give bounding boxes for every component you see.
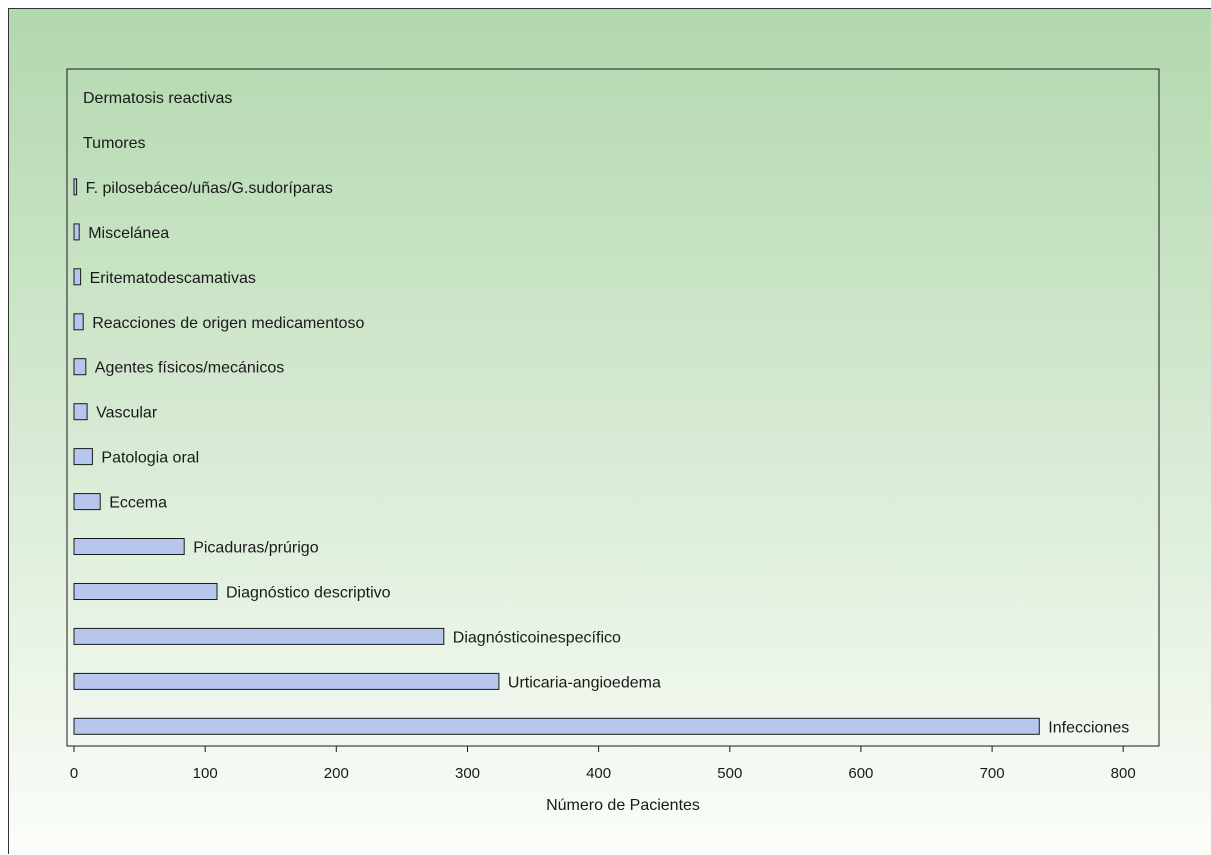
bar-label: Eccema [109, 495, 167, 512]
bar [73, 358, 87, 376]
bar [73, 223, 80, 241]
bar [73, 403, 88, 421]
bar [73, 583, 218, 600]
bar-label: Eritematodescamativas [90, 270, 256, 287]
bar-label: Picaduras/prúrigo [193, 540, 319, 557]
bar [73, 448, 93, 466]
bar-label: Infecciones [1048, 719, 1129, 736]
bar-label: Patologia oral [101, 450, 199, 467]
bar [73, 627, 445, 645]
x-tick-label: 600 [848, 765, 873, 782]
bar [73, 538, 185, 555]
bar [73, 493, 101, 511]
bar-label: Vascular [96, 405, 158, 422]
x-axis-title: Número de Pacientes [546, 797, 700, 814]
plot-area-frame [66, 68, 1160, 747]
bar-label: F. pilosebáceo/uñas/G.sudoríparas [86, 180, 333, 197]
bar-label: Miscelánea [88, 225, 169, 242]
bar-chart: Dermatosis reactivas Tumores F. pilosebáce… [66, 68, 1160, 814]
bar-label: Diagnóstico descriptivo [226, 585, 391, 602]
x-tick-label: 0 [70, 765, 78, 782]
x-tick-label: 700 [980, 765, 1005, 782]
bar [73, 672, 500, 690]
bars-group [73, 178, 1040, 735]
x-axis-ticks: 0 100 200 300 400 500 600 700 800 [70, 746, 1136, 782]
x-tick-label: 200 [324, 765, 349, 782]
bar-label: Diagnósticoinespecífico [453, 629, 621, 646]
bar [73, 268, 82, 286]
bar [73, 717, 1040, 735]
bar-label: Reacciones de origen medicamentoso [92, 315, 364, 332]
bar-label: Agentes físicos/mecánicos [95, 360, 284, 377]
bar-labels-group: Dermatosis reactivas Tumores F. pilosebáce… [83, 90, 1129, 736]
bar [73, 178, 78, 196]
bar-label: Tumores [83, 135, 146, 152]
x-tick-label: 300 [455, 765, 480, 782]
x-tick-label: 400 [586, 765, 611, 782]
chart-figure: Dermatosis reactivas Tumores F. pilosebáce… [8, 8, 1211, 854]
bar-label: Urticaria-angioedema [508, 674, 661, 691]
x-tick-label: 500 [717, 765, 742, 782]
x-tick-label: 100 [193, 765, 218, 782]
bar-label: Dermatosis reactivas [83, 90, 232, 107]
bar [73, 313, 84, 331]
x-tick-label: 800 [1111, 765, 1136, 782]
